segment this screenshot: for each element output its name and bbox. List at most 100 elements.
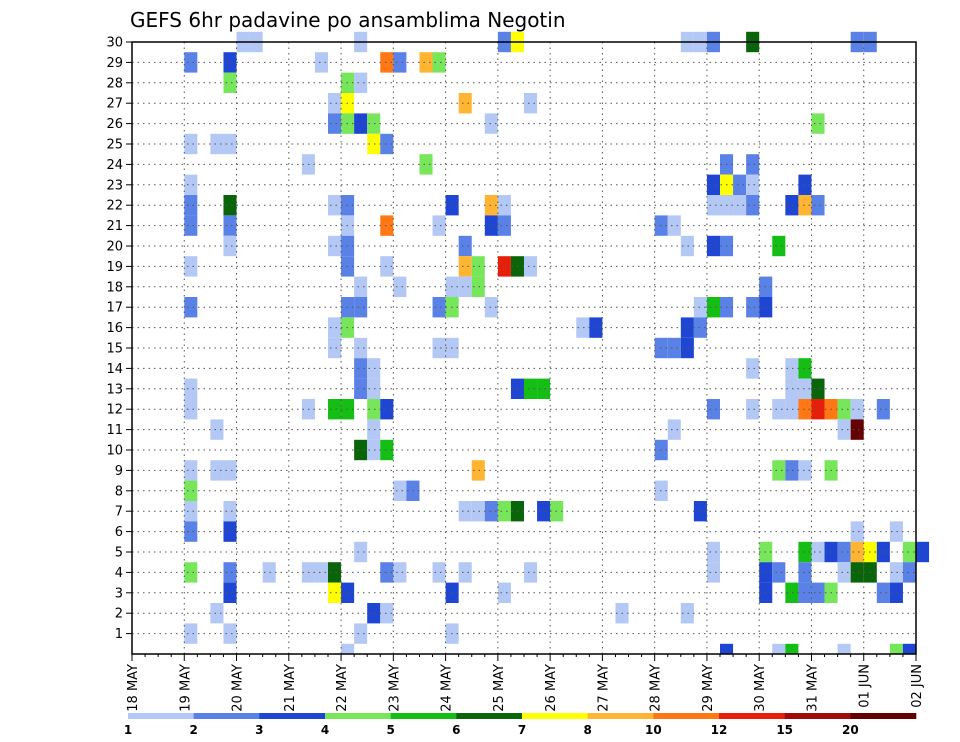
cell — [524, 562, 538, 583]
cell — [837, 399, 851, 420]
x-tick-label: 26 MAY — [544, 664, 559, 712]
cell — [354, 276, 368, 297]
cell — [785, 195, 799, 216]
cell — [367, 358, 381, 379]
cell — [497, 582, 511, 603]
cell — [367, 378, 381, 399]
cell — [746, 358, 760, 379]
cell — [184, 623, 198, 644]
cell — [380, 603, 394, 624]
cell — [184, 297, 198, 318]
cell — [798, 378, 812, 399]
cell — [589, 317, 603, 338]
cell — [811, 582, 825, 603]
cell — [432, 297, 446, 318]
cell — [223, 562, 237, 583]
cell — [680, 603, 694, 624]
colorbar-swatch — [128, 713, 194, 719]
cell — [733, 195, 747, 216]
cell — [497, 195, 511, 216]
cell — [458, 93, 472, 114]
y-tick-label: 2 — [115, 607, 123, 622]
cell — [328, 317, 342, 338]
cell — [354, 72, 368, 93]
y-tick-label: 21 — [106, 219, 123, 234]
colorbar-swatch — [390, 713, 457, 719]
cell — [706, 235, 720, 257]
colorbar-swatch — [193, 713, 260, 719]
colorbar-swatch — [259, 713, 326, 719]
cell — [223, 521, 237, 542]
y-tick-label: 12 — [106, 403, 123, 418]
cell — [497, 256, 511, 277]
x-tick-label: 01 JUN — [858, 664, 873, 708]
colorbar-label: 12 — [711, 723, 728, 737]
y-tick-label: 5 — [115, 546, 123, 561]
cell — [328, 235, 342, 257]
colorbar-swatch — [587, 713, 654, 719]
cell — [471, 276, 485, 297]
cell — [837, 643, 851, 654]
cell — [902, 541, 916, 563]
colorbar: 1 2 3 4 5 6 7 8 10 12 15 20 — [124, 713, 917, 737]
cell — [798, 174, 812, 195]
cell — [537, 378, 551, 399]
cell — [850, 562, 864, 583]
cell — [314, 562, 328, 583]
cell — [706, 297, 720, 318]
cell — [798, 562, 812, 583]
y-tick-label: 19 — [106, 260, 123, 275]
cell — [785, 378, 799, 399]
cell — [380, 399, 394, 420]
cell — [785, 643, 799, 654]
cell — [184, 521, 198, 542]
cell — [367, 399, 381, 420]
y-tick-label: 29 — [106, 56, 123, 71]
colorbar-swatch — [653, 713, 720, 719]
cell — [484, 501, 498, 522]
cell — [889, 521, 903, 542]
y-tick-label: 18 — [106, 280, 123, 295]
cell — [876, 399, 890, 420]
cell — [811, 195, 825, 216]
cell — [210, 133, 224, 155]
cell — [458, 276, 472, 297]
y-tick-label: 23 — [106, 178, 123, 193]
x-tick-label: 18 MAY — [126, 664, 141, 712]
y-tick-label: 27 — [106, 97, 123, 112]
cell — [184, 174, 198, 195]
cell — [458, 501, 472, 522]
cell — [524, 378, 538, 399]
cell — [210, 603, 224, 624]
cell — [680, 235, 694, 257]
colorbar-label: 10 — [645, 723, 662, 737]
cell — [458, 562, 472, 583]
cell — [223, 460, 237, 481]
cell — [837, 541, 851, 563]
cell — [184, 195, 198, 216]
cell — [837, 419, 851, 440]
cell — [706, 541, 720, 563]
cell — [328, 195, 342, 216]
cell — [680, 337, 694, 359]
x-tick-label: 30 MAY — [753, 664, 768, 712]
chart-title: GEFS 6hr padavine po ansamblima Negotin — [130, 8, 566, 32]
y-tick-label: 24 — [106, 158, 123, 173]
cell — [524, 256, 538, 277]
cell — [484, 195, 498, 216]
y-tick-label: 17 — [106, 301, 123, 316]
cell — [772, 235, 786, 257]
cell — [354, 378, 368, 399]
cell — [184, 256, 198, 277]
y-tick-label: 4 — [115, 566, 123, 581]
x-tick-label: 28 MAY — [649, 664, 664, 712]
cell — [798, 460, 812, 481]
colorbar-label: 1 — [124, 723, 132, 737]
cell — [184, 133, 198, 155]
y-tick-label: 25 — [106, 138, 123, 153]
cell — [667, 419, 681, 440]
y-tick-label: 20 — [106, 240, 123, 255]
cell — [524, 93, 538, 114]
y-tick-label: 8 — [115, 484, 123, 499]
cell — [354, 541, 368, 563]
